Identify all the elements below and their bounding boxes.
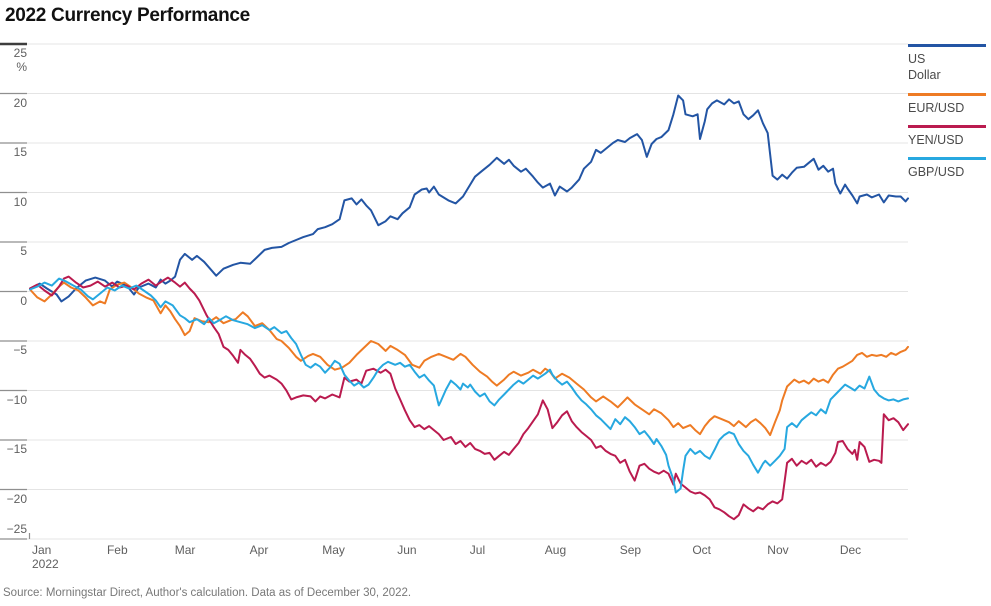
y-tick-label: 25: [13, 46, 27, 60]
series-line-yen-usd: [29, 275, 909, 521]
y-tick-label: −5: [13, 343, 27, 357]
month-label: Sep: [619, 543, 642, 557]
y-tick-label: 0: [20, 293, 27, 308]
month-label: Oct: [692, 543, 711, 557]
legend-swatch-yen-usd: [908, 124, 986, 128]
chart-legend: US Dollar EUR/USD YEN/USD GBP/USD: [908, 44, 990, 190]
month-label: Feb: [106, 543, 128, 557]
month-label: Mar: [174, 543, 196, 557]
chart-title: 2022 Currency Performance: [5, 5, 250, 26]
y-tick-label: 15: [13, 145, 27, 159]
legend-item-eur-usd: EUR/USD: [908, 92, 990, 116]
month-label: Nov: [767, 543, 789, 557]
y-tick-label: 20: [13, 95, 27, 110]
series-line-gbp-usd: [29, 277, 909, 494]
month-label: Aug: [544, 543, 567, 557]
legend-label-eur-usd: EUR/USD: [908, 100, 965, 115]
y-tick-label: −15: [6, 442, 27, 456]
y-tick-label: −20: [6, 491, 27, 506]
month-label: Jun: [397, 543, 417, 557]
legend-label-gbp-usd: GBP/USD: [908, 165, 965, 179]
legend-item-gbp-usd: GBP/USD: [908, 157, 990, 180]
y-axis-unit-label: %: [16, 60, 27, 74]
month-label: May: [322, 543, 345, 557]
month-label: Jan: [32, 543, 52, 557]
legend-swatch-gbp-usd: [908, 157, 986, 160]
legend-label-us-dollar: US Dollar: [908, 52, 941, 83]
y-tick-label: 5: [20, 244, 27, 258]
month-label: Jul: [469, 543, 486, 557]
y-tick-label: −10: [6, 392, 27, 407]
month-label: Dec: [839, 543, 862, 557]
legend-swatch-eur-usd: [908, 92, 986, 96]
series-line-eur-usd: [29, 281, 909, 437]
legend-swatch-us-dollar: [908, 44, 986, 47]
y-tick-label: −25: [6, 522, 27, 536]
legend-label-yen-usd: YEN/USD: [908, 132, 964, 147]
legend-item-yen-usd: YEN/USD: [908, 124, 990, 148]
legend-item-us-dollar: US Dollar: [908, 44, 990, 84]
month-label: Apr: [249, 543, 269, 557]
source-note: Source: Morningstar Direct, Author's cal…: [3, 587, 412, 599]
x-axis-year-label: 2022: [32, 557, 59, 571]
y-tick-label: 10: [13, 194, 27, 209]
series-line-us-dollar: [29, 94, 909, 303]
